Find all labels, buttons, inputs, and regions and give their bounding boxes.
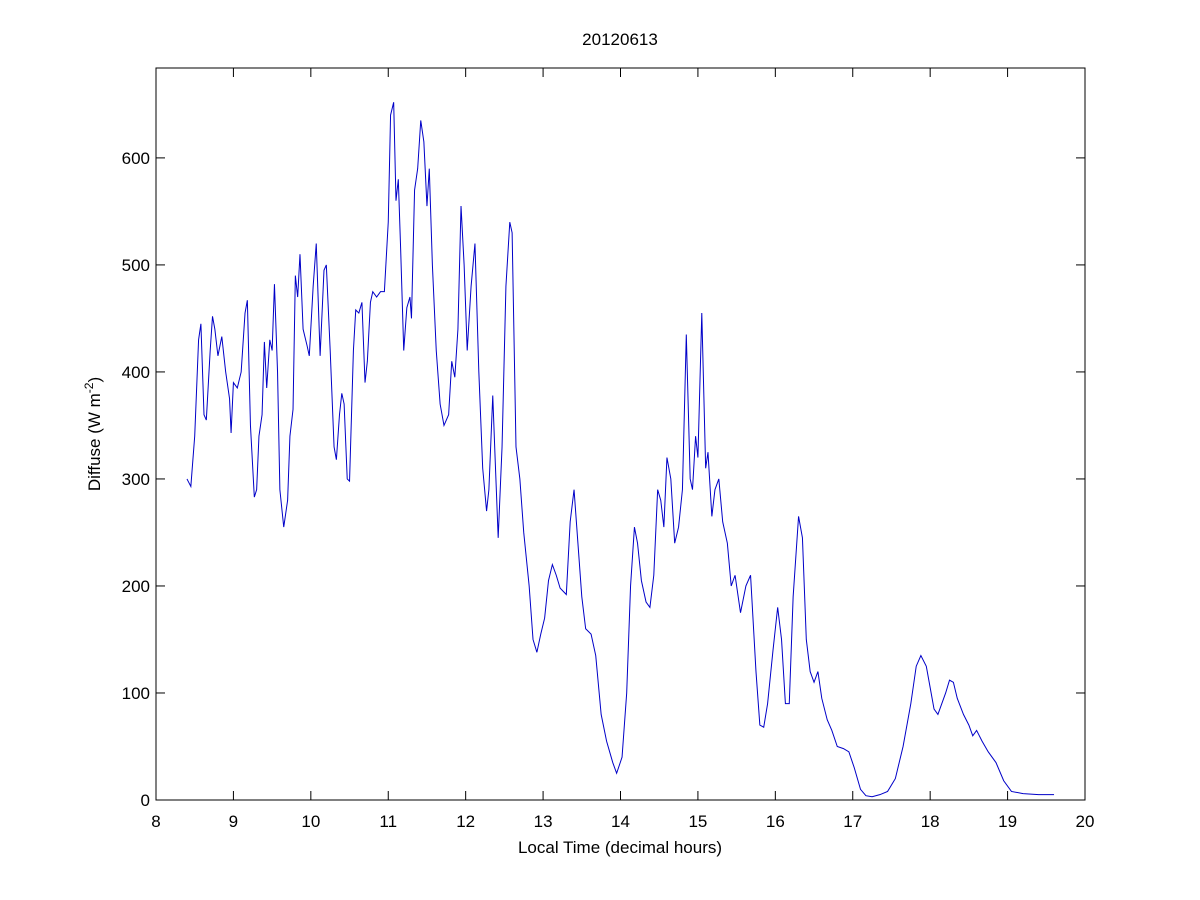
x-tick-label: 17 bbox=[843, 812, 862, 831]
x-tick-label: 19 bbox=[998, 812, 1017, 831]
plot-frame bbox=[155, 67, 1086, 801]
x-tick-label: 8 bbox=[151, 812, 160, 831]
y-tick-label: 100 bbox=[122, 684, 150, 703]
x-axis-label: Local Time (decimal hours) bbox=[518, 838, 722, 857]
x-tick-label: 20 bbox=[1076, 812, 1095, 831]
y-label-exponent: -2 bbox=[82, 382, 96, 393]
x-tick-label: 15 bbox=[688, 812, 707, 831]
x-tick-label: 9 bbox=[229, 812, 238, 831]
y-tick-label: 0 bbox=[141, 791, 150, 810]
x-tick-label: 10 bbox=[301, 812, 320, 831]
y-tick-label: 600 bbox=[122, 149, 150, 168]
x-tick-label: 11 bbox=[379, 812, 397, 831]
x-tick-label: 12 bbox=[456, 812, 475, 831]
y-axis-label: Diffuse (W m-2) bbox=[82, 377, 104, 491]
chart-title: 20120613 bbox=[582, 30, 658, 49]
y-tick-label: 500 bbox=[122, 256, 150, 275]
y-label-main: Diffuse (W m bbox=[85, 393, 104, 491]
x-tick-label: 18 bbox=[921, 812, 940, 831]
y-tick-label: 300 bbox=[122, 470, 150, 489]
y-label-end: ) bbox=[85, 377, 104, 383]
x-tick-label: 16 bbox=[766, 812, 785, 831]
x-tick-label: 13 bbox=[534, 812, 553, 831]
data-line bbox=[186, 102, 1055, 798]
y-tick-label: 200 bbox=[122, 577, 150, 596]
x-tick-label: 14 bbox=[611, 812, 630, 831]
y-tick-label: 400 bbox=[122, 363, 150, 382]
